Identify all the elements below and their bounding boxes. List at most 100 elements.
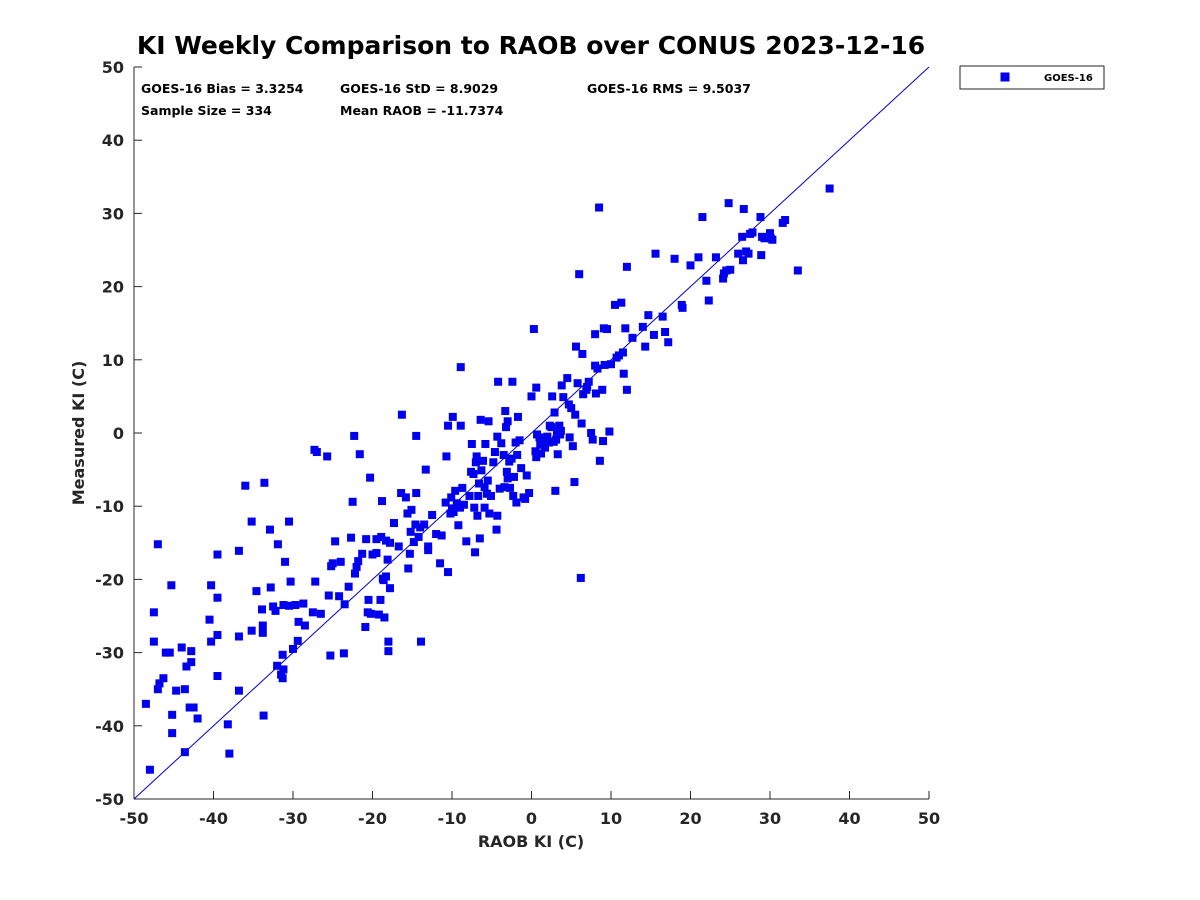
data-point [335, 592, 344, 601]
data-point [618, 348, 627, 357]
data-point [622, 385, 631, 394]
x-tick-label: -50 [120, 809, 149, 828]
legend-box [959, 65, 1105, 90]
data-point [187, 658, 196, 667]
data-point [472, 452, 481, 461]
data-point [406, 527, 415, 536]
data-point [448, 412, 457, 421]
data-point [312, 448, 321, 457]
data-point [207, 637, 216, 646]
data-point [748, 228, 757, 237]
data-point [570, 478, 579, 487]
data-point [451, 486, 460, 495]
data-point [278, 650, 287, 659]
data-point [362, 535, 371, 544]
data-point [593, 364, 602, 373]
data-point [213, 672, 222, 681]
data-point [265, 525, 274, 534]
data-point [638, 322, 647, 331]
data-point [376, 595, 385, 604]
data-point [407, 505, 416, 514]
data-point [405, 549, 414, 558]
data-point [595, 456, 604, 465]
data-point [397, 489, 406, 498]
data-point [436, 559, 445, 568]
data-point [567, 404, 576, 413]
data-point [336, 557, 345, 566]
data-point [553, 450, 562, 459]
data-point [628, 333, 637, 342]
y-tick-label: 30 [102, 204, 124, 223]
x-axis-label: RAOB KI (C) [478, 832, 584, 851]
data-point [350, 431, 359, 440]
x-tick-label: 30 [759, 809, 781, 828]
data-point [285, 601, 294, 610]
data-point [382, 572, 391, 581]
data-point [428, 510, 437, 519]
data-point [584, 377, 593, 386]
data-point [344, 582, 353, 591]
data-point [711, 253, 720, 262]
y-tick-label: -20 [95, 570, 124, 589]
data-point [339, 649, 348, 658]
data-point [172, 686, 181, 695]
data-point [738, 256, 747, 265]
data-point [664, 338, 673, 347]
data-point [377, 532, 386, 541]
data-point [571, 410, 580, 419]
data-point [168, 729, 177, 738]
data-point [477, 466, 486, 475]
data-point [167, 581, 176, 590]
data-point [738, 232, 747, 241]
x-tick-label: -10 [438, 809, 467, 828]
data-point [503, 417, 512, 426]
data-point [587, 429, 596, 437]
data-point [471, 548, 480, 557]
data-point [503, 474, 512, 483]
data-point [726, 265, 735, 274]
x-tick-label: -20 [358, 809, 387, 828]
y-axis-label: Measured KI (C) [69, 361, 88, 506]
data-point [141, 699, 150, 708]
data-point [293, 636, 302, 645]
data-point [241, 481, 250, 490]
data-point [372, 549, 381, 558]
data-point [506, 483, 515, 492]
data-point [495, 484, 504, 493]
data-point [470, 503, 479, 512]
data-point [340, 600, 349, 609]
data-point [258, 621, 267, 630]
data-point [456, 421, 465, 430]
data-point [182, 662, 191, 671]
data-point [384, 647, 393, 656]
data-point [513, 450, 522, 459]
data-point [610, 300, 619, 309]
data-point [286, 577, 295, 586]
data-point [532, 453, 541, 462]
data-point [361, 622, 370, 631]
data-point [704, 296, 713, 305]
data-point [424, 546, 433, 555]
data-point [187, 647, 196, 656]
stat-sample-size: Sample Size = 334 [141, 103, 272, 118]
chart-title: KI Weekly Comparison to RAOB over CONUS … [137, 31, 925, 60]
data-point [557, 381, 566, 390]
data-point [474, 491, 483, 500]
data-point [205, 615, 214, 624]
data-point [207, 581, 216, 590]
data-point [522, 471, 531, 480]
data-point [544, 438, 553, 447]
data-point [781, 215, 790, 224]
data-point [760, 234, 769, 243]
data-point [497, 439, 506, 448]
data-point [260, 478, 269, 487]
data-point [394, 542, 403, 551]
y-tick-label: -30 [95, 644, 124, 663]
data-point [513, 412, 522, 421]
data-point [180, 748, 189, 757]
data-point [607, 360, 615, 369]
data-point [355, 450, 364, 459]
data-point [507, 454, 516, 463]
data-point [576, 573, 585, 582]
data-point [535, 433, 544, 442]
